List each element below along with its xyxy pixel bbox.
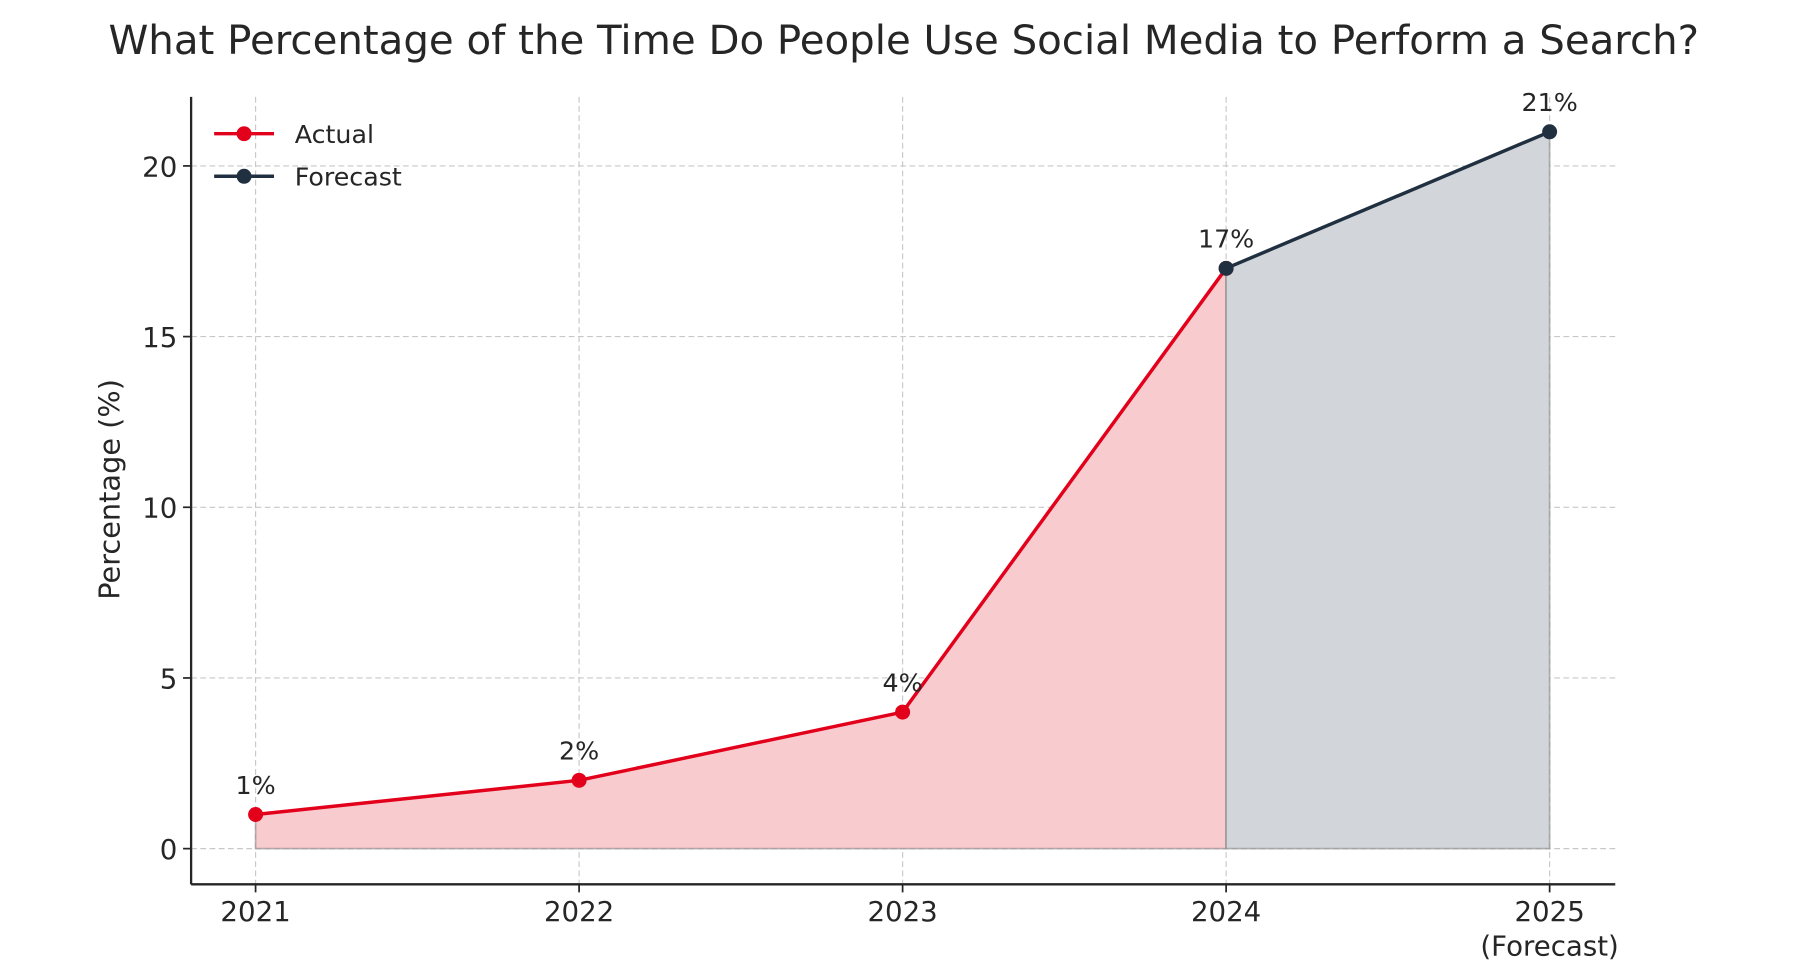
legend: Actual Forecast: [214, 119, 402, 191]
data-point: [571, 772, 587, 788]
x-tick-label: 2025: [1514, 895, 1584, 928]
data-label: 21%: [1521, 87, 1577, 117]
area-fill-forecast: [1225, 130, 1551, 850]
x-tick-label: 2022: [544, 895, 614, 928]
y-tick-label: 10: [142, 492, 177, 525]
x-tick-label: 2023: [867, 895, 937, 928]
y-tick-label: 5: [160, 662, 178, 695]
data-point: [1542, 124, 1558, 140]
legend-label-forecast: Forecast: [295, 161, 402, 191]
series-line-actual: [255, 267, 1228, 817]
y-axis-label: Percentage (%): [93, 379, 127, 600]
data-point: [248, 807, 264, 822]
chart-title: What Percentage of the Time Do People Us…: [108, 17, 1699, 64]
area-fill-actual: [254, 265, 1227, 850]
x-tick-label: (Forecast): [1480, 930, 1618, 963]
legend-label-actual: Actual: [295, 119, 374, 149]
data-point: [895, 704, 911, 720]
y-tick-label: 0: [160, 833, 178, 866]
data-point: [1218, 260, 1234, 276]
x-tick-label: 2021: [220, 895, 290, 928]
data-label: 17%: [1198, 224, 1254, 254]
legend-marker-forecast: [236, 168, 252, 184]
series-line-forecast: [1225, 130, 1551, 270]
legend-marker-actual: [236, 126, 252, 142]
y-tick-label: 20: [142, 150, 177, 183]
x-tick-label: 2024: [1191, 895, 1261, 928]
data-label: 4%: [883, 667, 923, 697]
data-label: 1%: [235, 770, 275, 800]
data-label: 2%: [559, 736, 599, 766]
axes: 2021 2022 2023 2024 2025(Forecast) 0 5 10 15 20: [142, 96, 1619, 963]
y-tick-label: 15: [142, 321, 177, 354]
series-lines: 1% 2% 4% 17% 21%: [235, 87, 1578, 822]
